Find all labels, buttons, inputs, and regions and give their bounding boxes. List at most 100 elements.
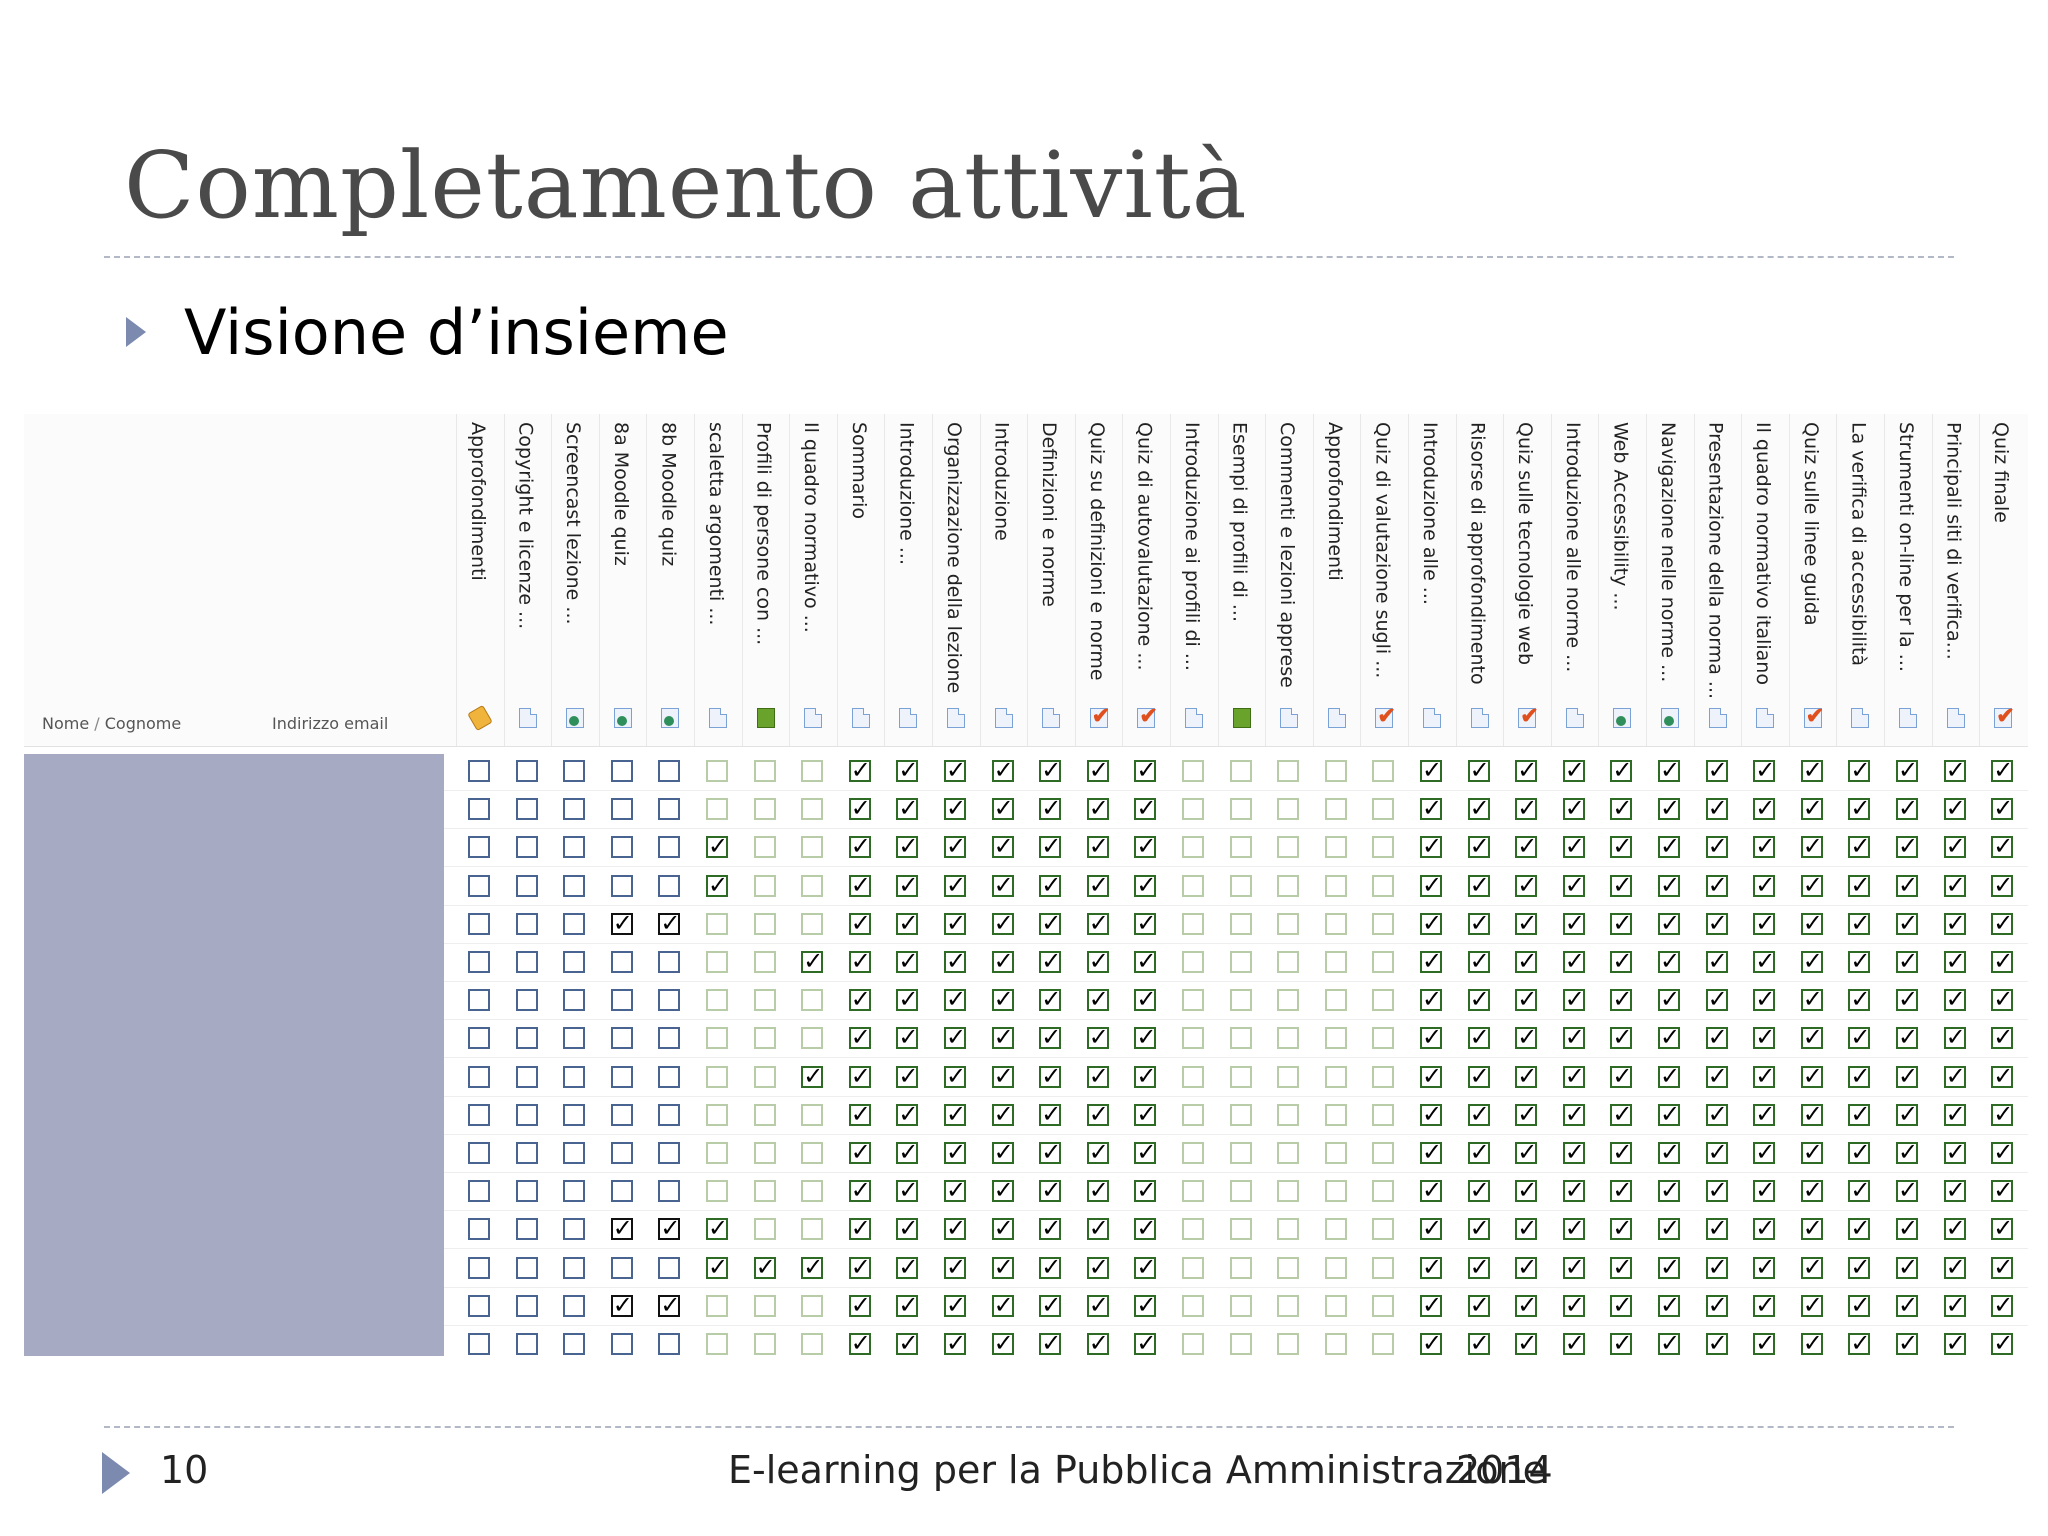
completion-checkbox[interactable] [610,1103,633,1126]
completion-checkbox[interactable] [1277,1180,1300,1203]
completion-checkbox[interactable] [563,1103,586,1126]
completion-checkbox[interactable] [753,798,776,821]
completion-checkbox[interactable]: ✓ [1800,908,1823,937]
completion-checkbox[interactable]: ✓ [1039,756,1062,784]
completion-checkbox[interactable] [468,1065,490,1088]
completion-checkbox[interactable]: ✓ [1658,1252,1681,1281]
completion-checkbox[interactable]: ✓ [1658,1176,1681,1205]
completion-checkbox[interactable]: ✓ [1991,1138,2014,1166]
completion-checkbox[interactable]: ✓ [1515,1138,1538,1166]
completion-checkbox[interactable] [1229,1142,1252,1164]
completion-checkbox[interactable]: ✓ [1467,1138,1490,1166]
completion-checkbox[interactable]: ✓ [1800,1023,1823,1052]
completion-checkbox[interactable]: ✓ [1515,985,1538,1014]
completion-checkbox[interactable]: ✓ [1134,756,1157,784]
completion-checkbox[interactable]: ✓ [1610,1329,1633,1356]
activity-name[interactable]: Approfondimenti [1324,422,1350,702]
completion-checkbox[interactable] [1324,1180,1347,1203]
completion-checkbox[interactable] [1324,912,1347,935]
completion-checkbox[interactable] [1372,912,1395,935]
completion-checkbox[interactable]: ✓ [706,832,729,861]
completion-checkbox[interactable] [515,1142,538,1164]
completion-checkbox[interactable]: ✓ [1134,832,1157,861]
completion-checkbox[interactable]: ✓ [1753,1099,1776,1128]
completion-checkbox[interactable]: ✓ [1943,756,1966,784]
completion-checkbox[interactable] [563,1333,586,1355]
completion-checkbox[interactable]: ✓ [848,985,871,1014]
completion-checkbox[interactable]: ✓ [1515,832,1538,861]
completion-checkbox[interactable]: ✓ [848,1329,871,1356]
completion-checkbox[interactable] [753,1218,776,1241]
completion-checkbox[interactable]: ✓ [991,985,1014,1014]
completion-checkbox[interactable] [1182,1065,1204,1088]
completion-checkbox[interactable]: ✓ [1800,832,1823,861]
completion-checkbox[interactable]: ✓ [1991,870,2014,899]
completion-checkbox[interactable]: ✓ [1039,1214,1062,1243]
completion-checkbox[interactable] [1182,1256,1204,1279]
completion-checkbox[interactable]: ✓ [1896,1252,1919,1281]
completion-checkbox[interactable] [468,798,490,821]
completion-checkbox[interactable]: ✓ [1562,1290,1585,1319]
completion-checkbox[interactable] [1372,1218,1395,1241]
completion-checkbox[interactable]: ✓ [1800,1290,1823,1319]
completion-checkbox[interactable]: ✓ [1039,1099,1062,1128]
completion-checkbox[interactable]: ✓ [1753,908,1776,937]
completion-checkbox[interactable]: ✓ [610,1214,633,1243]
completion-checkbox[interactable]: ✓ [1515,1329,1538,1356]
completion-checkbox[interactable]: ✓ [1134,794,1157,823]
completion-checkbox[interactable] [515,1294,538,1317]
activity-column-header[interactable]: Presentazione della norma ... [1693,414,1741,746]
activity-name[interactable]: Quiz sulle tecnologie web [1514,422,1540,702]
completion-checkbox[interactable]: ✓ [991,1099,1014,1128]
completion-checkbox[interactable] [468,874,490,897]
completion-checkbox[interactable]: ✓ [1943,1290,1966,1319]
completion-checkbox[interactable]: ✓ [1800,1138,1823,1166]
completion-checkbox[interactable]: ✓ [1896,1061,1919,1090]
completion-checkbox[interactable]: ✓ [944,1252,967,1281]
completion-checkbox[interactable]: ✓ [1848,756,1871,784]
completion-checkbox[interactable]: ✓ [1848,1099,1871,1128]
completion-checkbox[interactable]: ✓ [848,947,871,975]
completion-checkbox[interactable]: ✓ [991,1214,1014,1243]
completion-checkbox[interactable]: ✓ [1943,870,1966,899]
completion-checkbox[interactable] [753,1027,776,1050]
completion-checkbox[interactable]: ✓ [1610,1023,1633,1052]
completion-checkbox[interactable]: ✓ [1848,947,1871,975]
activity-column-header[interactable]: Strumenti on-line per la ... [1884,414,1931,746]
completion-checkbox[interactable] [706,1027,728,1050]
completion-checkbox[interactable]: ✓ [1705,1290,1728,1319]
completion-checkbox[interactable] [658,1180,681,1203]
completion-checkbox[interactable]: ✓ [896,1099,919,1128]
completion-checkbox[interactable] [801,798,824,821]
completion-checkbox[interactable] [1372,1180,1395,1203]
activity-column-header[interactable]: Quiz di autovalutazione ... [1122,414,1169,746]
activity-name[interactable]: Navigazione nelle norme ... [1657,422,1683,702]
completion-checkbox[interactable] [515,1027,538,1050]
completion-checkbox[interactable] [1372,1103,1395,1126]
completion-checkbox[interactable]: ✓ [1896,870,1919,899]
completion-checkbox[interactable]: ✓ [1134,947,1157,975]
completion-checkbox[interactable]: ✓ [1848,832,1871,861]
completion-checkbox[interactable]: ✓ [1086,1214,1109,1243]
completion-checkbox[interactable]: ✓ [801,947,824,975]
completion-checkbox[interactable]: ✓ [1467,1176,1490,1205]
activity-name[interactable]: Risorse di approfondimento [1467,422,1493,702]
completion-checkbox[interactable]: ✓ [1800,947,1823,975]
completion-checkbox[interactable]: ✓ [1039,1138,1062,1166]
completion-checkbox[interactable]: ✓ [658,1214,681,1243]
completion-checkbox[interactable]: ✓ [1943,1252,1966,1281]
completion-checkbox[interactable]: ✓ [848,1099,871,1128]
activity-column-header[interactable]: Copyright e licenze ... [503,414,551,746]
completion-checkbox[interactable]: ✓ [1991,1099,2014,1128]
completion-checkbox[interactable] [468,1103,490,1126]
completion-checkbox[interactable] [801,1333,824,1355]
completion-checkbox[interactable]: ✓ [1086,832,1109,861]
completion-checkbox[interactable]: ✓ [1896,985,1919,1014]
activity-column-header[interactable]: Esempi di profili di ... [1217,414,1265,746]
completion-checkbox[interactable]: ✓ [1515,756,1538,784]
completion-checkbox[interactable] [563,836,586,859]
completion-checkbox[interactable]: ✓ [944,1099,967,1128]
completion-checkbox[interactable]: ✓ [1658,832,1681,861]
completion-checkbox[interactable] [1372,1256,1395,1279]
completion-checkbox[interactable]: ✓ [991,1176,1014,1205]
